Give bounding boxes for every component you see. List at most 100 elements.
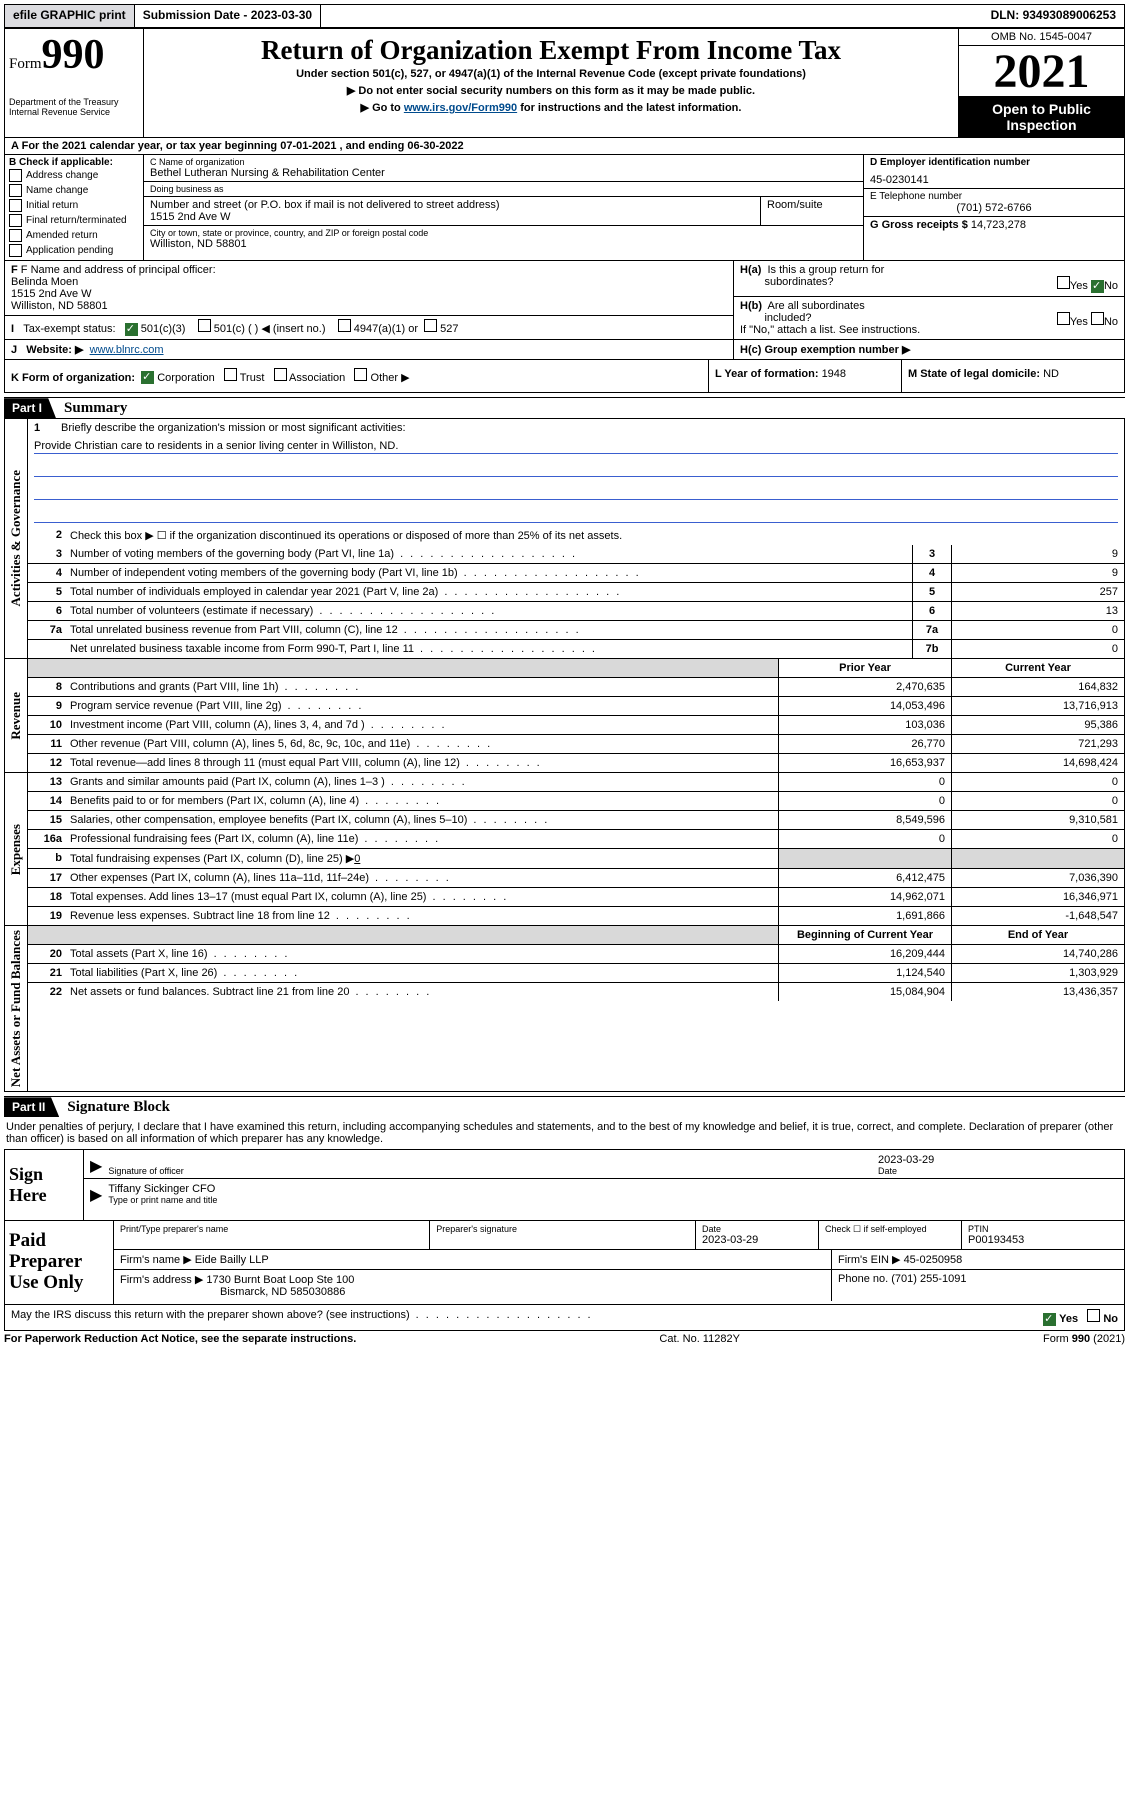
checkbox-other[interactable] — [354, 368, 367, 381]
klm-block: K Form of organization: Corporation Trus… — [4, 360, 1125, 394]
efile-button[interactable]: efile GRAPHIC print — [5, 5, 135, 27]
website-link[interactable]: www.blnrc.com — [90, 344, 164, 356]
box-m: M State of legal domicile: ND — [902, 360, 1124, 393]
org-name: Bethel Lutheran Nursing & Rehabilitation… — [150, 167, 857, 179]
checkbox-initial-return[interactable] — [9, 199, 22, 212]
firm-phone: (701) 255-1091 — [891, 1273, 966, 1285]
summary-line: 22Net assets or fund balances. Subtract … — [28, 983, 1124, 1001]
city-state-zip: Williston, ND 58801 — [150, 238, 857, 250]
box-b: B Check if applicable: Address change Na… — [5, 155, 144, 260]
form-title: Return of Organization Exempt From Incom… — [148, 35, 954, 66]
summary-section: RevenuePrior YearCurrent Year8Contributi… — [4, 659, 1125, 773]
summary-line: 7aTotal unrelated business revenue from … — [28, 621, 1124, 640]
firm-name: Eide Bailly LLP — [195, 1254, 269, 1266]
fgh-block: F F Name and address of principal office… — [4, 261, 1125, 360]
summary-line: 6Total number of volunteers (estimate if… — [28, 602, 1124, 621]
checkbox-4947[interactable] — [338, 319, 351, 332]
street-address: 1515 2nd Ave W — [150, 211, 754, 223]
entity-block: B Check if applicable: Address change Na… — [4, 155, 1125, 261]
firm-address: 1730 Burnt Boat Loop Ste 100 — [206, 1274, 354, 1286]
form-subtitle: Under section 501(c), 527, or 4947(a)(1)… — [148, 68, 954, 80]
box-k: K Form of organization: Corporation Trus… — [5, 360, 709, 393]
checkbox-discuss-no[interactable] — [1087, 1309, 1100, 1322]
summary-line: 21Total liabilities (Part X, line 26)1,1… — [28, 964, 1124, 983]
tax-year: 2021 — [959, 46, 1124, 97]
may-irs-discuss: May the IRS discuss this return with the… — [4, 1305, 1125, 1331]
checkbox-ha-yes[interactable] — [1057, 276, 1070, 289]
box-i: I Tax-exempt status: 501(c)(3) 501(c) ( … — [5, 316, 733, 340]
checkbox-final-return[interactable] — [9, 214, 22, 227]
ptin: P00193453 — [968, 1234, 1024, 1246]
summary-section: Expenses13Grants and similar amounts pai… — [4, 773, 1125, 926]
summary-section: Net Assets or Fund BalancesBeginning of … — [4, 926, 1125, 1092]
summary-line: bTotal fundraising expenses (Part IX, co… — [28, 849, 1124, 869]
box-c: C Name of organization Bethel Lutheran N… — [144, 155, 863, 260]
checkbox-address-change[interactable] — [9, 169, 22, 182]
sign-here-block: Sign Here ▶ Signature of officer 2023-03… — [4, 1149, 1125, 1221]
summary-section: Activities & Governance1 Briefly describ… — [4, 418, 1125, 659]
sign-date: 2023-03-29 — [878, 1154, 1118, 1166]
summary-line: Net unrelated business taxable income fr… — [28, 640, 1124, 658]
box-l: L Year of formation: 1948 — [709, 360, 902, 393]
dln: DLN: 93493089006253 — [983, 5, 1124, 27]
box-f: F F Name and address of principal office… — [5, 261, 733, 316]
part2-header: Part II Signature Block — [4, 1096, 1125, 1117]
summary-line: 12Total revenue—add lines 8 through 11 (… — [28, 754, 1124, 772]
checkbox-501c[interactable] — [198, 319, 211, 332]
gross-receipts: 14,723,278 — [971, 219, 1026, 231]
form-warning-ssn: ▶ Do not enter social security numbers o… — [148, 84, 954, 97]
checkbox-application-pending[interactable] — [9, 244, 22, 257]
summary-line: 8Contributions and grants (Part VIII, li… — [28, 678, 1124, 697]
mission-statement: Provide Christian care to residents in a… — [34, 440, 1118, 454]
checkbox-corporation[interactable] — [141, 371, 154, 384]
section-side-label: Expenses — [5, 773, 28, 925]
summary-line: 13Grants and similar amounts paid (Part … — [28, 773, 1124, 792]
form-instructions-link: ▶ Go to www.irs.gov/Form990 for instruct… — [148, 101, 954, 114]
column-header: Beginning of Current YearEnd of Year — [28, 926, 1124, 945]
box-d: D Employer identification number 45-0230… — [863, 155, 1124, 260]
open-to-public: Open to PublicInspection — [959, 97, 1124, 137]
submission-date: Submission Date - 2023-03-30 — [135, 5, 321, 27]
box-j: J Website: ▶ www.blnrc.com — [5, 340, 733, 359]
summary-line: 19Revenue less expenses. Subtract line 1… — [28, 907, 1124, 925]
arrow-icon: ▶ — [90, 1185, 102, 1205]
summary-line: 16aProfessional fundraising fees (Part I… — [28, 830, 1124, 849]
summary-line: 5Total number of individuals employed in… — [28, 583, 1124, 602]
top-bar: efile GRAPHIC print Submission Date - 20… — [4, 4, 1125, 28]
form-header: Form990 Department of the Treasury Inter… — [4, 28, 1125, 138]
checkbox-527[interactable] — [424, 319, 437, 332]
section-side-label: Activities & Governance — [5, 419, 28, 658]
section-side-label: Net Assets or Fund Balances — [5, 926, 28, 1091]
summary-line: 20Total assets (Part X, line 16)16,209,4… — [28, 945, 1124, 964]
checkbox-ha-no[interactable] — [1091, 280, 1104, 293]
ein: 45-0230141 — [870, 168, 1118, 186]
summary-line: 11Other revenue (Part VIII, column (A), … — [28, 735, 1124, 754]
checkbox-amended[interactable] — [9, 229, 22, 242]
summary-line: 14Benefits paid to or for members (Part … — [28, 792, 1124, 811]
box-hb: H(b) Are all subordinates included? Yes … — [734, 297, 1124, 340]
arrow-icon: ▶ — [90, 1156, 102, 1176]
checkbox-hb-yes[interactable] — [1057, 312, 1070, 325]
checkbox-association[interactable] — [274, 368, 287, 381]
omb-number: OMB No. 1545-0047 — [959, 29, 1124, 46]
summary-line: 9Program service revenue (Part VIII, lin… — [28, 697, 1124, 716]
checkbox-501c3[interactable] — [125, 323, 138, 336]
section-side-label: Revenue — [5, 659, 28, 772]
summary-line: 10Investment income (Part VIII, column (… — [28, 716, 1124, 735]
officer-name: Belinda Moen — [11, 276, 78, 288]
box-hc: H(c) Group exemption number ▶ — [734, 340, 1124, 359]
dept-treasury: Department of the Treasury — [9, 97, 139, 107]
officer-print-name: Tiffany Sickinger CFO — [108, 1183, 217, 1195]
checkbox-trust[interactable] — [224, 368, 237, 381]
page-footer: For Paperwork Reduction Act Notice, see … — [4, 1333, 1125, 1345]
summary-line: 18Total expenses. Add lines 13–17 (must … — [28, 888, 1124, 907]
summary-line: 3Number of voting members of the governi… — [28, 545, 1124, 564]
form-number: Form990 — [9, 31, 139, 79]
checkbox-discuss-yes[interactable] — [1043, 1313, 1056, 1326]
firm-ein: 45-0250958 — [904, 1254, 963, 1266]
checkbox-name-change[interactable] — [9, 184, 22, 197]
checkbox-hb-no[interactable] — [1091, 312, 1104, 325]
telephone: (701) 572-6766 — [870, 202, 1118, 214]
irs-link[interactable]: www.irs.gov/Form990 — [404, 102, 517, 114]
box-ha: H(a) Is this a group return for subordin… — [734, 261, 1124, 297]
